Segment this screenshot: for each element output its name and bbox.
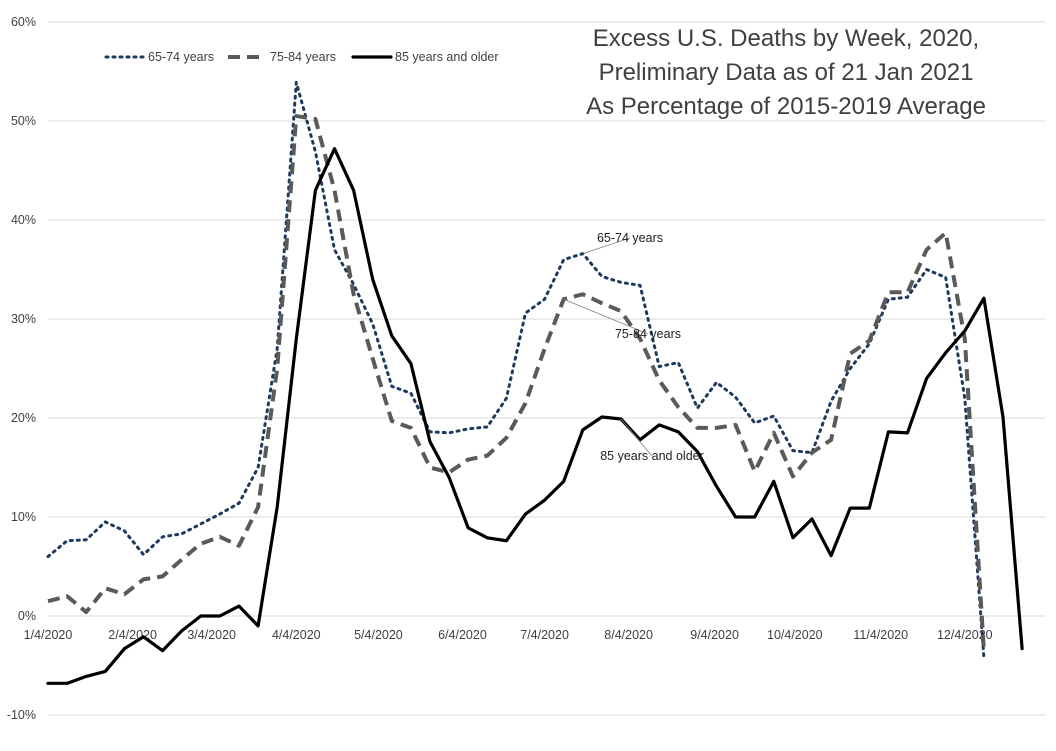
- series-line-65-74-years: [46, 80, 986, 660]
- y-tick-label: 10%: [11, 510, 36, 524]
- x-tick-label: 12/4/2020: [937, 628, 993, 642]
- x-tick-label: 8/4/2020: [604, 628, 653, 642]
- series-line-85-years-and-older: [46, 147, 1024, 685]
- gridlines: [48, 21, 1045, 716]
- y-tick-label: 60%: [11, 15, 36, 29]
- chart-title-line-1: Excess U.S. Deaths by Week, 2020,: [593, 25, 979, 52]
- x-tick-label: 11/4/2020: [853, 628, 908, 642]
- annotation-label: 75-84 years: [615, 327, 681, 341]
- x-tick-label: 10/4/2020: [767, 628, 823, 642]
- annotation-label: 85 years and older: [600, 449, 704, 463]
- y-tick-label: 30%: [11, 312, 36, 326]
- annotation-leader: [582, 237, 631, 255]
- x-tick-label: 4/4/2020: [272, 628, 321, 642]
- y-tick-label: 20%: [11, 411, 36, 425]
- x-tick-label: 9/4/2020: [690, 628, 739, 642]
- chart-title: Excess U.S. Deaths by Week, 2020, Prelim…: [586, 25, 986, 120]
- x-tick-label: 7/4/2020: [520, 628, 569, 642]
- y-tick-label: -10%: [7, 708, 36, 722]
- legend-label: 85 years and older: [395, 50, 499, 64]
- annotation-label: 65-74 years: [597, 231, 663, 245]
- y-tick-label: 0%: [18, 609, 36, 623]
- series-annotations: 65-74 years 75-84 years 85 years and older: [563, 231, 704, 463]
- legend-label: 65-74 years: [148, 50, 214, 64]
- x-axis-ticks: 1/4/2020 2/4/2020 3/4/2020 4/4/2020 5/4/2020…: [24, 628, 993, 642]
- chart-title-line-3: As Percentage of 2015-2019 Average: [586, 93, 986, 120]
- chart-title-line-2: Preliminary Data as of 21 Jan 2021: [599, 59, 974, 86]
- legend-label: 75-84 years: [270, 50, 336, 64]
- x-tick-label: 6/4/2020: [438, 628, 487, 642]
- y-tick-label: 50%: [11, 114, 36, 128]
- annotation-leader: [620, 418, 653, 457]
- x-tick-label: 1/4/2020: [24, 628, 73, 642]
- legend: 65-74 years 75-84 years 85 years and older: [104, 50, 499, 64]
- annotation-leader: [563, 298, 649, 335]
- y-axis-ticks: -10% 0% 10% 20% 30% 40% 50% 60%: [7, 15, 36, 722]
- y-tick-label: 40%: [11, 213, 36, 227]
- x-tick-label: 5/4/2020: [354, 628, 403, 642]
- series-lines: [46, 80, 1024, 685]
- series-line-75-84-years: [47, 114, 986, 651]
- x-tick-label: 3/4/2020: [187, 628, 236, 642]
